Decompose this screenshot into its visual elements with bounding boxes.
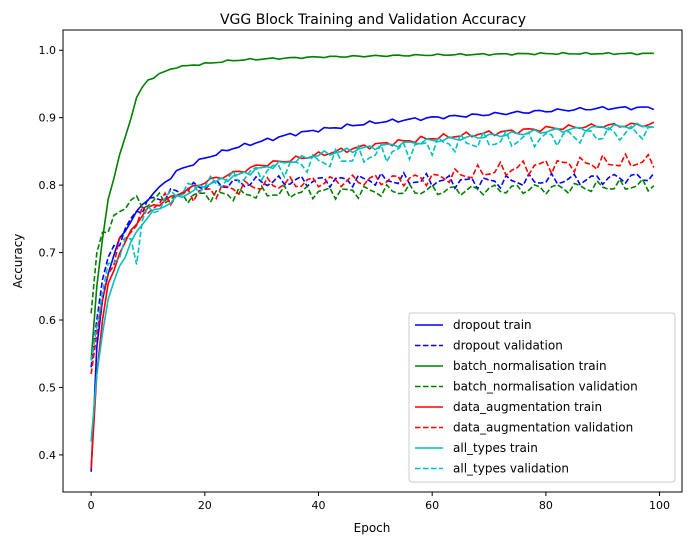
legend-label: data_augmentation train xyxy=(453,400,602,414)
y-axis-label: Accuracy xyxy=(11,234,25,289)
y-axis: 0.4 0.5 0.6 0.7 0.8 0.9 1.0 xyxy=(39,44,63,462)
legend: dropout train dropout validation batch_nor… xyxy=(408,312,676,483)
y-tick-label: 0.7 xyxy=(39,247,57,260)
series-line-all-types-validation xyxy=(90,125,654,361)
x-tick-label: 60 xyxy=(425,499,439,512)
y-tick-label: 0.6 xyxy=(39,314,57,327)
y-tick-label: 0.5 xyxy=(39,381,57,394)
legend-label: data_augmentation validation xyxy=(453,421,633,435)
series-line-batch-normalisation-train xyxy=(90,51,654,361)
y-tick-label: 1.0 xyxy=(39,44,57,57)
x-axis: 0 20 40 60 80 100 xyxy=(88,492,670,512)
series-line-batch-normalisation-validation xyxy=(90,177,655,314)
x-axis-label: Epoch xyxy=(354,521,391,535)
axes-frame xyxy=(62,29,683,493)
y-tick-label: 0.4 xyxy=(39,449,57,462)
x-tick-label: 20 xyxy=(198,499,212,512)
series-line-data-augmentation-validation xyxy=(90,152,655,375)
x-tick-label: 100 xyxy=(649,499,670,512)
y-tick-label: 0.8 xyxy=(39,179,57,192)
legend-label: batch_normalisation validation xyxy=(453,380,638,394)
chart-title: VGG Block Training and Validation Accura… xyxy=(220,12,526,28)
legend-box xyxy=(408,312,676,483)
legend-label: dropout train xyxy=(453,318,532,332)
x-tick-label: 80 xyxy=(539,499,553,512)
legend-label: dropout validation xyxy=(453,339,563,353)
x-tick-label: 40 xyxy=(312,499,326,512)
plot-area xyxy=(90,51,655,472)
series-line-dropout-train xyxy=(90,105,655,472)
legend-label: all_types train xyxy=(453,441,538,455)
series-line-all-types-train xyxy=(90,122,654,442)
legend-label: batch_normalisation train xyxy=(453,359,607,373)
y-tick-label: 0.9 xyxy=(39,112,57,125)
legend-label: all_types validation xyxy=(453,462,569,476)
x-tick-label: 0 xyxy=(88,499,95,512)
